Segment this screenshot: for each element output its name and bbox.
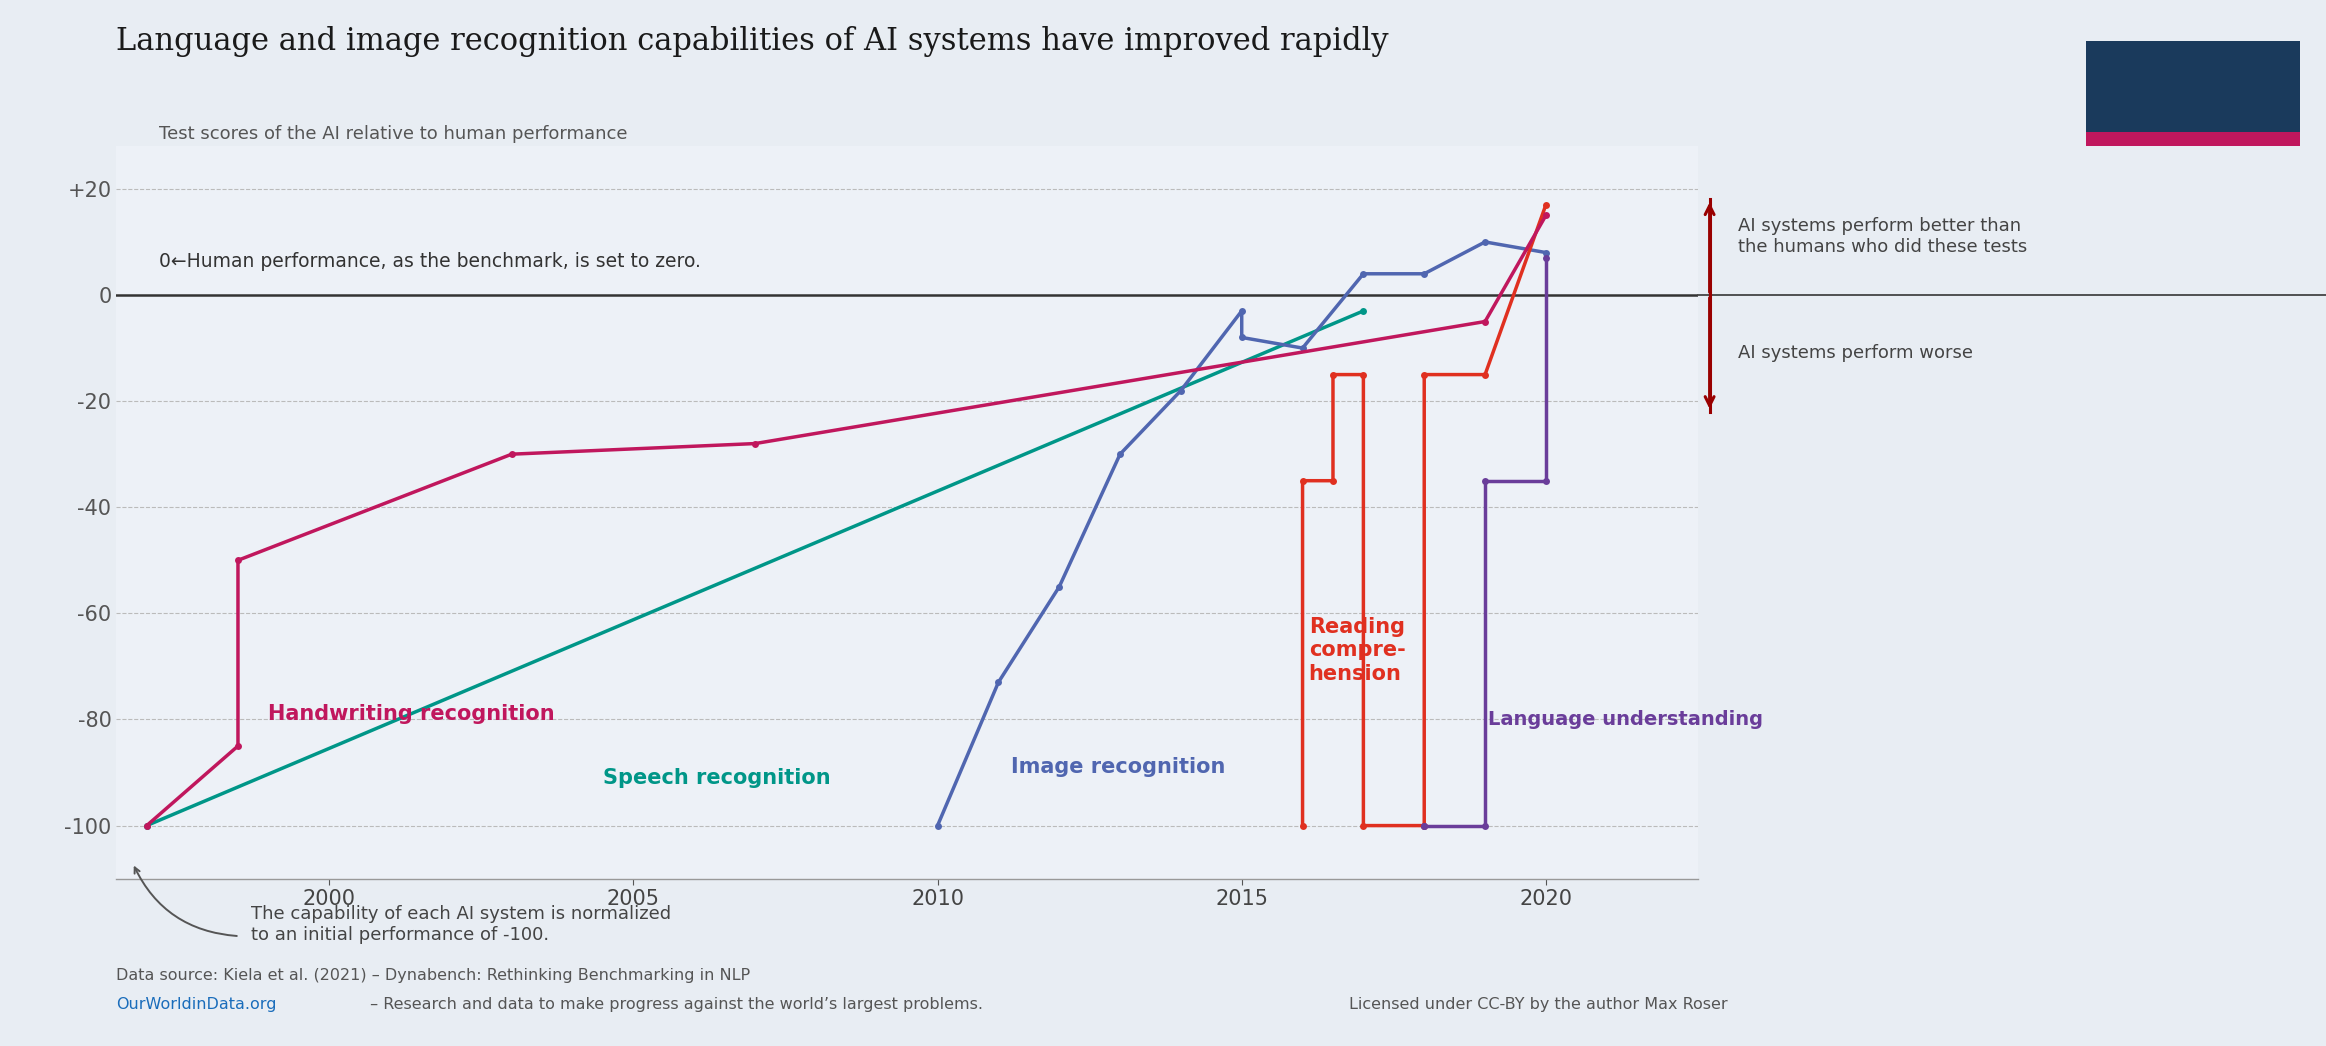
Text: Handwriting recognition: Handwriting recognition <box>267 704 556 724</box>
Text: Language understanding: Language understanding <box>1489 710 1763 729</box>
Text: AI systems perform worse: AI systems perform worse <box>1738 344 1972 362</box>
Text: AI systems perform better than
the humans who did these tests: AI systems perform better than the human… <box>1738 218 2026 256</box>
Text: Data source: Kiela et al. (2021) – Dynabench: Rethinking Benchmarking in NLP: Data source: Kiela et al. (2021) – Dynab… <box>116 968 751 982</box>
Text: 0←Human performance, as the benchmark, is set to zero.: 0←Human performance, as the benchmark, i… <box>158 252 700 271</box>
Text: Licensed under CC-BY by the author Max Roser: Licensed under CC-BY by the author Max R… <box>1349 997 1728 1011</box>
Text: The capability of each AI system is normalized
to an initial performance of -100: The capability of each AI system is norm… <box>251 905 672 943</box>
Text: Our World
in Data: Our World in Data <box>2138 61 2249 101</box>
Text: Reading
compre-
hension: Reading compre- hension <box>1310 617 1405 684</box>
Text: Image recognition: Image recognition <box>1009 757 1226 777</box>
Text: Speech recognition: Speech recognition <box>602 768 830 788</box>
Text: Test scores of the AI relative to human performance: Test scores of the AI relative to human … <box>158 126 628 143</box>
Text: Language and image recognition capabilities of AI systems have improved rapidly: Language and image recognition capabilit… <box>116 26 1389 58</box>
Text: – Research and data to make progress against the world’s largest problems.: – Research and data to make progress aga… <box>365 997 984 1011</box>
Text: OurWorldinData.org: OurWorldinData.org <box>116 997 277 1011</box>
